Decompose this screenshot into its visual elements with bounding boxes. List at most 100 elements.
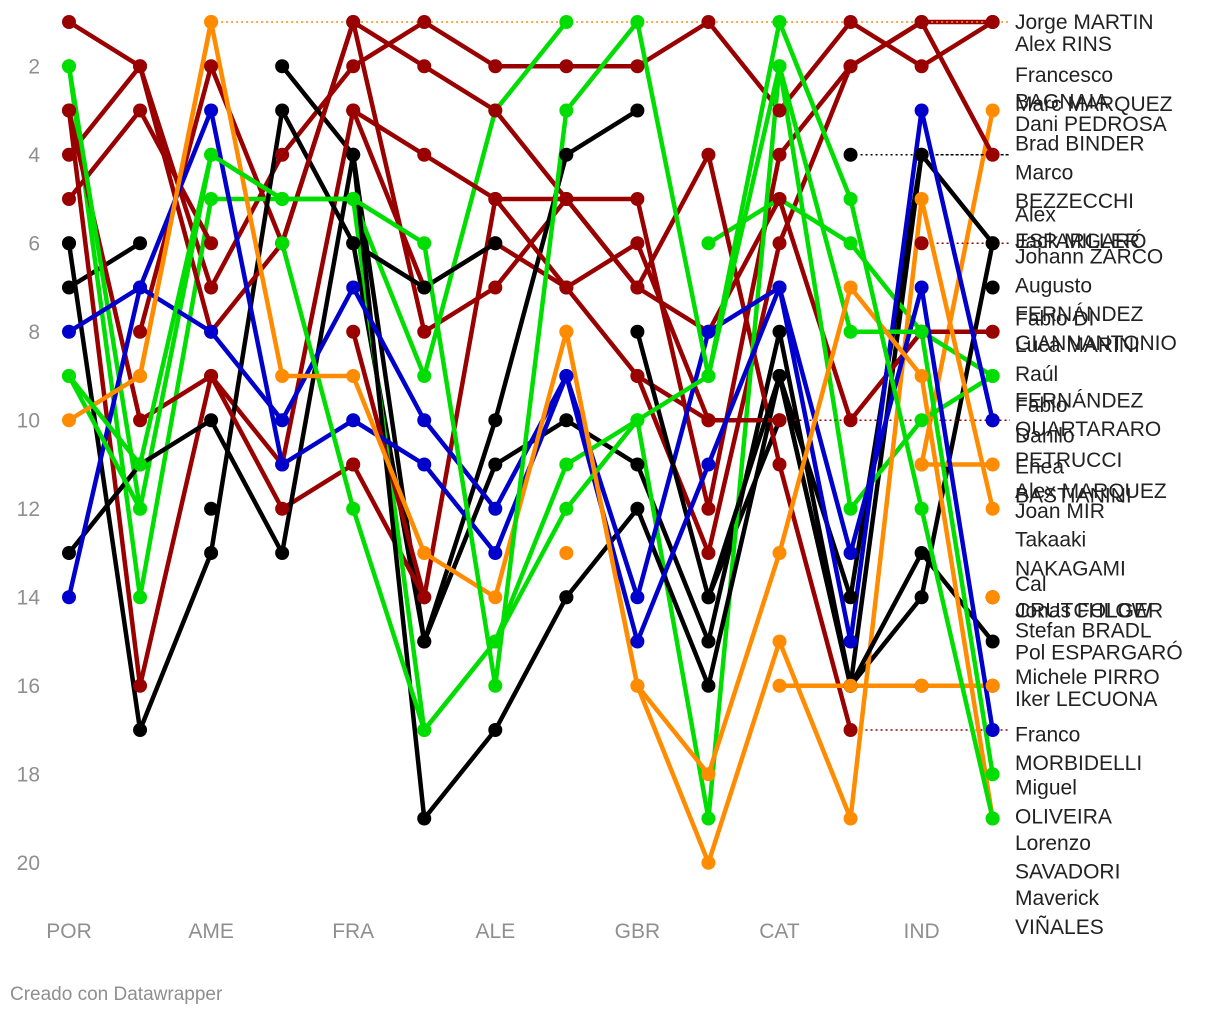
series-segment	[137, 108, 214, 246]
y-tick-label: 20	[17, 852, 40, 875]
data-point	[559, 15, 574, 29]
series-segment	[777, 639, 853, 821]
y-tick-label: 6	[28, 232, 40, 255]
x-axis: POR AME FRA ALE GBR CAT IND	[46, 920, 939, 943]
series-end-label: OLIVEIRA	[1015, 805, 1112, 828]
series-segment	[66, 108, 143, 423]
series-segment	[422, 196, 498, 600]
series-segment	[706, 19, 782, 379]
data-point	[275, 546, 290, 560]
data-point	[843, 634, 858, 649]
series-segment	[493, 108, 569, 202]
data-point	[701, 236, 716, 251]
series-segment	[777, 64, 853, 511]
data-point	[701, 457, 716, 472]
data-point	[985, 103, 1000, 118]
series-end-label: Fabio DI	[1015, 307, 1094, 330]
series-end-label: QUARTARARO	[1015, 418, 1161, 441]
data-point	[559, 546, 574, 560]
series-segment	[564, 196, 640, 290]
data-point	[346, 501, 361, 516]
data-point	[914, 103, 929, 118]
data-point	[488, 280, 503, 295]
series-segment	[635, 683, 711, 777]
data-point	[985, 678, 1000, 693]
series-segment	[350, 196, 427, 379]
series-segment	[564, 241, 640, 290]
data-point	[346, 192, 361, 206]
series-line	[66, 152, 995, 821]
data-point	[772, 147, 787, 162]
data-point	[417, 723, 432, 737]
footer-credit: Creado con Datawrapper	[10, 984, 223, 1005]
series-segment	[422, 639, 498, 733]
data-point	[559, 324, 574, 339]
series-segment	[350, 152, 427, 821]
data-point	[985, 590, 1000, 605]
data-point	[133, 501, 148, 516]
series-segment	[706, 19, 782, 113]
data-point	[488, 59, 503, 74]
data-point	[914, 192, 929, 206]
data-point	[843, 236, 858, 251]
data-point	[204, 147, 219, 162]
series-segment	[66, 373, 143, 511]
series-segment	[422, 727, 498, 821]
series-line	[66, 108, 1010, 600]
data-point	[204, 501, 219, 516]
data-point	[630, 413, 645, 428]
series-segment	[919, 285, 995, 733]
series-segment	[422, 19, 498, 69]
series-segment	[564, 19, 640, 113]
data-point	[488, 457, 503, 472]
series-segment	[635, 418, 711, 821]
series-segment	[422, 108, 498, 379]
data-point	[843, 811, 858, 826]
series-segment	[848, 196, 924, 511]
series-segment	[66, 373, 143, 423]
data-point	[914, 236, 929, 251]
bump-chart: 2 4 6 8 10 12 14 16 18 20 POR AME FRA ALE GBR CAT IND J…	[17, 11, 1183, 943]
x-tick-label: AME	[188, 920, 234, 943]
data-point	[985, 369, 1000, 383]
series-segment	[919, 241, 995, 600]
data-point	[630, 236, 645, 251]
series-segment	[777, 19, 853, 113]
data-point	[985, 280, 1000, 295]
data-point	[62, 147, 76, 162]
data-point	[133, 457, 148, 472]
series-end-label: VIÑALES	[1015, 915, 1104, 939]
data-point	[772, 59, 787, 74]
data-point	[843, 59, 858, 74]
data-point	[346, 59, 361, 74]
data-point	[204, 324, 219, 339]
data-point	[985, 413, 1000, 428]
series-segment	[635, 506, 711, 688]
data-point	[630, 590, 645, 605]
series-segment	[919, 506, 995, 821]
data-point	[417, 413, 432, 428]
data-point	[62, 236, 76, 251]
data-point	[275, 236, 290, 251]
data-point	[62, 546, 76, 560]
data-point	[346, 413, 361, 428]
x-tick-label: ALE	[475, 920, 515, 943]
data-point	[204, 280, 219, 295]
data-point	[559, 192, 574, 206]
data-point	[62, 413, 76, 428]
data-point	[275, 59, 290, 74]
series-segment	[706, 550, 782, 777]
series-segment	[208, 19, 285, 379]
data-point	[417, 457, 432, 472]
data-point	[62, 280, 76, 295]
data-point	[630, 103, 645, 118]
data-point	[346, 280, 361, 295]
data-point	[914, 678, 929, 693]
data-point	[843, 678, 858, 693]
data-point	[914, 501, 929, 516]
series-segment	[777, 285, 853, 644]
data-point	[417, 634, 432, 649]
series-segment	[706, 418, 782, 600]
data-point	[346, 147, 361, 162]
y-tick-label: 10	[17, 409, 40, 432]
